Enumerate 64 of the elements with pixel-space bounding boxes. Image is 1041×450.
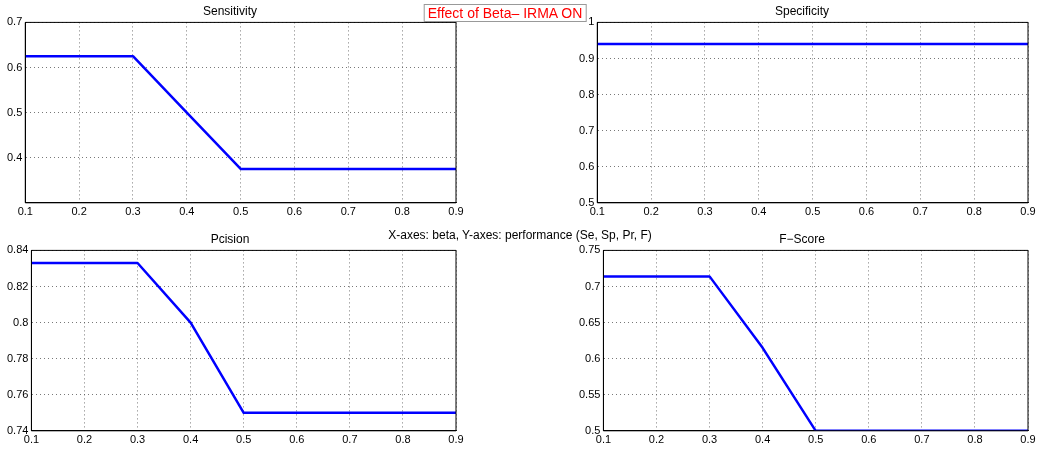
y-tick-label: 0.7 [585,279,601,292]
x-tick-label: 0.6 [286,205,303,218]
y-tick-label: 0.7 [6,15,23,28]
x-tick-label: 0.3 [129,433,146,446]
y-tick-label: 0.6 [6,60,23,73]
x-tick-label: 0.2 [71,205,87,218]
x-tick-label: 0.6 [858,205,875,218]
x-tick-label: 0.8 [967,433,983,446]
chart-title: Sensitivity [202,3,258,18]
y-tick-label: 0.76 [6,387,29,400]
x-tick-label: 0.3 [697,205,713,218]
x-tick-label: 0.2 [76,433,93,446]
y-tick-label: 0.7 [578,123,595,136]
x-tick-label: 0.7 [340,205,356,218]
y-tick-label: 1 [588,15,595,28]
x-tick-label: 0.4 [179,205,195,218]
y-tick-label: 0.82 [6,279,29,292]
x-tick-label: 0.5 [233,205,249,218]
x-tick-label: 0.5 [236,433,252,446]
x-tick-label: 0.3 [125,205,141,218]
y-tick-label: 0.6 [585,351,601,364]
x-tick-label: 0.9 [448,205,464,218]
x-tick-label: 0.8 [394,205,410,218]
x-tick-label: 0.4 [754,433,771,446]
y-tick-label: 0.8 [13,315,29,328]
y-tick-label: 0.84 [6,243,29,256]
y-tick-label: 0.74 [6,423,29,436]
x-tick-label: 0.7 [914,433,930,446]
text: Effect of Beta– IRMA ON [423,4,587,22]
y-tick-label: 0.5 [6,105,23,118]
x-tick-label: 0.2 [643,205,659,218]
x-tick-label: 0.4 [751,205,767,218]
x-tick-label: 0.8 [395,433,411,446]
x-tick-label: 0.6 [289,433,305,446]
x-tick-label: 0.9 [1020,433,1036,446]
y-tick-label: 0.65 [578,315,601,328]
chart-title: F−Score [779,231,826,246]
x-tick-label: 0.3 [701,433,718,446]
x-tick-label: 0.9 [1020,205,1036,218]
y-tick-label: 0.5 [585,423,601,436]
y-tick-label: 0.78 [6,351,29,364]
x-tick-label: 0.1 [595,433,612,446]
x-tick-label: 0.7 [912,205,928,218]
y-tick-label: 0.9 [578,51,595,64]
y-tick-label: 0.5 [578,195,595,208]
x-tick-label: 0.4 [182,433,199,446]
x-tick-label: 0.1 [589,205,605,218]
y-tick-label: 0.6 [578,159,595,172]
chart-title: Pcision [210,231,250,246]
x-tick-label: 0.1 [17,205,33,218]
y-tick-label: 0.4 [6,150,23,163]
y-tick-label: 0.8 [578,87,595,100]
x-tick-label: 0.1 [23,433,40,446]
x-tick-label: 0.5 [808,433,824,446]
x-tick-label: 0.2 [648,433,665,446]
x-tick-label: 0.8 [966,205,982,218]
x-tick-label: 0.6 [861,433,877,446]
x-tick-label: 0.7 [342,433,358,446]
x-tick-label: 0.9 [448,433,464,446]
x-tick-label: 0.5 [805,205,821,218]
y-tick-label: 0.75 [578,243,601,256]
chart-title: Specificity [774,3,830,18]
text: X-axes: beta, Y-axes: performance (Se, Sp, Pr, F) [388,228,652,242]
y-tick-label: 0.55 [578,387,601,400]
